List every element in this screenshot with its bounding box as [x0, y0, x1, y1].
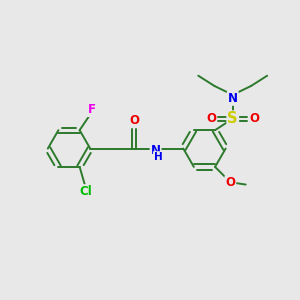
Text: O: O: [225, 176, 236, 189]
Text: S: S: [227, 112, 238, 127]
Text: N: N: [228, 92, 238, 105]
Text: O: O: [129, 114, 140, 127]
Text: H: H: [154, 152, 162, 162]
Text: F: F: [87, 103, 95, 116]
Text: O: O: [206, 112, 216, 125]
Text: O: O: [250, 112, 260, 125]
Text: Cl: Cl: [79, 185, 92, 198]
Text: N: N: [151, 144, 160, 158]
